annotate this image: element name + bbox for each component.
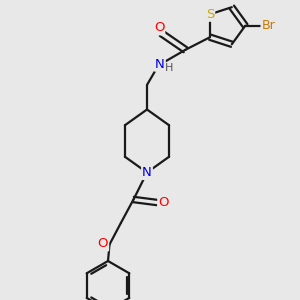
Text: O: O bbox=[158, 196, 169, 209]
Text: O: O bbox=[98, 237, 108, 250]
Text: N: N bbox=[155, 58, 165, 71]
Text: S: S bbox=[206, 8, 214, 21]
Text: O: O bbox=[154, 21, 164, 34]
Text: H: H bbox=[165, 63, 173, 73]
Text: Br: Br bbox=[262, 19, 275, 32]
Text: N: N bbox=[142, 166, 152, 179]
